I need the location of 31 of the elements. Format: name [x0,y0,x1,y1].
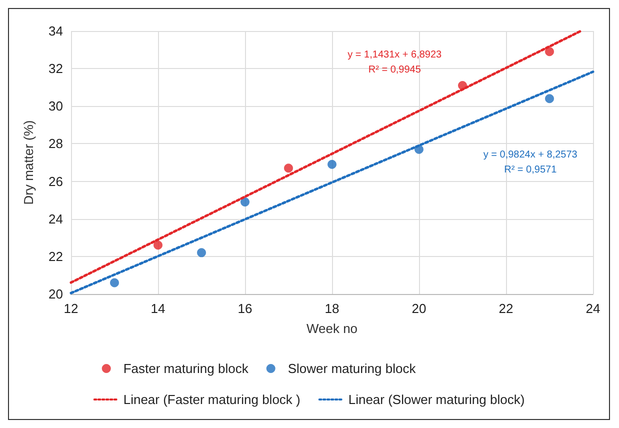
y-tick-label: 22 [48,248,63,264]
annotation: y = 1,1431x + 6,8923 R² = 0,9945 [348,50,442,76]
y-tick-label: 34 [48,24,63,38]
legend-label: Linear (Faster maturing block ) [123,392,300,407]
y-tick-label: 28 [48,136,63,152]
point [110,278,119,288]
x-tick-label: 14 [150,301,166,316]
legend-label: Slower maturing block [288,361,416,376]
point [197,248,206,258]
legend-label: Linear (Slower maturing block) [348,392,525,407]
x-tick-label: 18 [324,301,340,316]
y-tick-label: 20 [48,286,63,302]
annotation: y = 0,9824x + 8,2573 R² = 0,9571 [483,150,578,176]
y-tick-label: 30 [48,98,63,114]
point [328,160,336,169]
x-tick-label: 12 [64,301,78,316]
point [284,164,293,173]
point [545,94,554,104]
y-axis-title: Dry matter (%) [21,120,36,205]
x-axis-title: Week no [306,321,358,336]
point [545,47,554,56]
y-tick-label: 32 [48,61,63,76]
x-tick-label: 20 [412,301,426,316]
point [154,240,162,250]
point [240,197,250,206]
x-tick-label: 16 [238,301,252,316]
y-tick-label: 24 [48,211,63,226]
x-tick-label: 24 [586,301,600,316]
y-tick-label: 26 [48,174,63,189]
x-tick-label: 22 [498,301,514,316]
legend-label: Faster maturing block [123,361,249,376]
